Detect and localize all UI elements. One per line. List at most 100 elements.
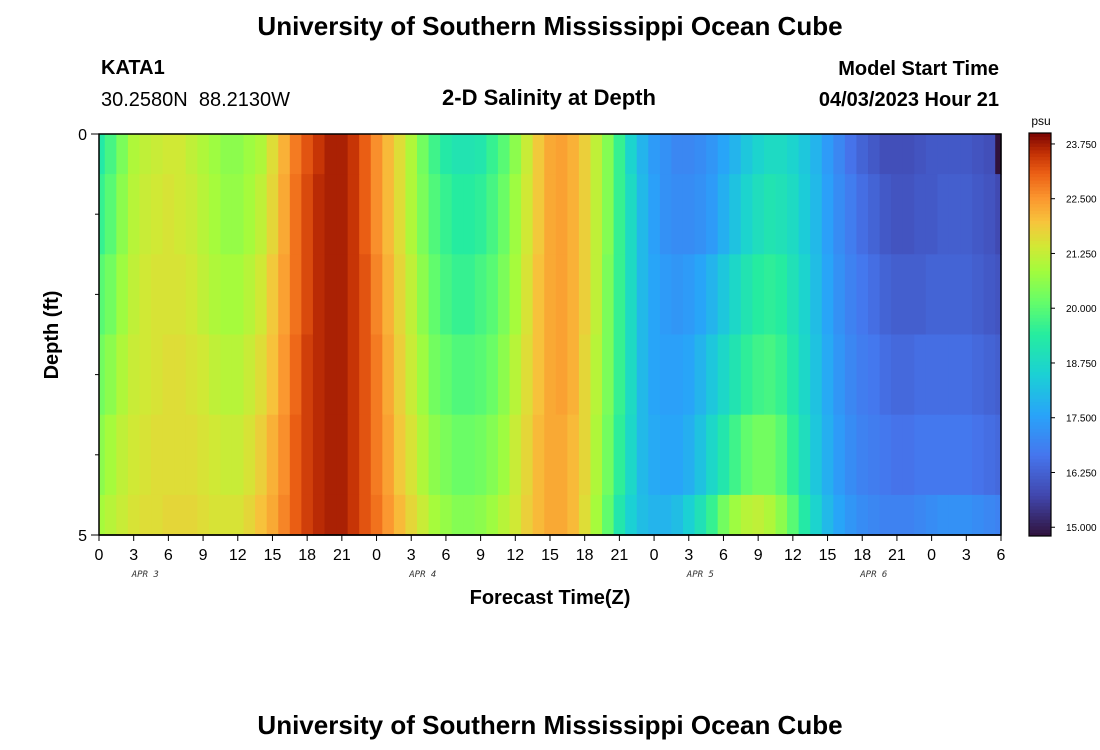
heatmap-cell	[972, 334, 985, 416]
heatmap-cell	[231, 494, 245, 536]
heatmap-cell	[301, 334, 314, 416]
heatmap-cell	[948, 334, 962, 416]
heatmap-cell	[613, 494, 626, 536]
colorbar-segment	[1029, 169, 1051, 174]
x-tick-label: 12	[229, 547, 247, 564]
heatmap-cell	[590, 174, 603, 255]
colorbar-segment	[1029, 415, 1051, 419]
heatmap-cell	[359, 414, 372, 496]
heatmap-cell	[694, 414, 707, 496]
heatmap-cell	[763, 334, 777, 416]
heatmap-cell	[255, 134, 268, 175]
heatmap-cell	[440, 334, 453, 416]
heatmap-cell	[671, 174, 684, 255]
heatmap-cell	[706, 414, 719, 496]
heatmap-cell	[405, 134, 418, 175]
colorbar-segment	[1029, 310, 1051, 315]
heatmap-cell	[463, 414, 476, 496]
heatmap-cell	[914, 134, 927, 175]
heatmap-cell	[463, 134, 476, 175]
heatmap-cell	[544, 494, 557, 536]
colorbar-segment	[1029, 428, 1051, 433]
heatmap-cell	[810, 254, 823, 336]
heatmap-cell	[312, 494, 326, 536]
heatmap-cell	[787, 134, 800, 175]
heatmap-cell	[231, 134, 245, 175]
heatmap-cell	[197, 174, 210, 255]
heatmap-cell	[555, 254, 568, 336]
heatmap-cell	[717, 494, 730, 536]
heatmap-cell	[636, 174, 649, 255]
colorbar-segment	[1029, 482, 1051, 487]
heatmap-cell	[902, 174, 915, 255]
colorbar-segment	[1029, 334, 1051, 339]
heatmap-cell	[925, 174, 938, 255]
heatmap-cell	[486, 414, 499, 496]
heatmap-cell	[856, 134, 869, 175]
heatmap-cell	[116, 174, 129, 255]
day-label: APR 5	[686, 570, 714, 580]
heatmap-cell	[208, 334, 222, 416]
heatmap-cell	[393, 254, 407, 336]
heatmap-cell	[127, 134, 141, 175]
colorbar-segment	[1029, 153, 1051, 158]
heatmap-cell	[636, 334, 649, 416]
heatmap-cell	[99, 494, 106, 536]
colorbar-frame	[1028, 132, 1052, 537]
colorbar-segment	[1029, 398, 1051, 403]
heatmap-cell	[474, 334, 487, 416]
heatmap-cell	[162, 494, 175, 536]
heatmap-cell	[521, 254, 534, 336]
heatmap-cell	[521, 494, 534, 536]
colorbar-segment	[1029, 468, 1051, 473]
heatmap-cell	[590, 494, 603, 536]
heatmap-cell	[231, 414, 245, 496]
colorbar-segment	[1029, 341, 1051, 346]
colorbar-segment	[1029, 472, 1051, 477]
heatmap-cell	[659, 494, 673, 536]
x-tick-label: 12	[784, 547, 802, 564]
colorbar-segment	[1029, 216, 1051, 221]
heatmap-cell	[347, 254, 360, 336]
colorbar-segment	[1029, 180, 1051, 184]
heatmap-cell	[243, 494, 256, 536]
heatmap-cell	[289, 174, 302, 255]
heatmap-cell	[324, 174, 337, 255]
heatmap-cell	[370, 414, 383, 496]
heatmap-cell	[729, 414, 742, 496]
heatmap-cell	[428, 414, 441, 496]
heatmap-cell	[625, 254, 638, 336]
heatmap-cell	[972, 134, 985, 175]
heatmap-cell	[544, 254, 557, 336]
x-tick-label: 3	[684, 547, 693, 564]
heatmap-cell	[301, 174, 314, 255]
colorbar-segment	[1029, 260, 1051, 265]
colorbar-segment	[1029, 388, 1051, 393]
heatmap-cell	[417, 494, 430, 536]
x-tick-label: 6	[441, 547, 450, 564]
heatmap-cell	[336, 334, 349, 416]
heatmap-cell	[648, 414, 661, 496]
heatmap-cell	[798, 174, 811, 255]
heatmap-cell	[393, 174, 407, 255]
heatmap-cell	[463, 334, 476, 416]
heatmap-cell	[243, 174, 256, 255]
heatmap-cell	[174, 414, 187, 496]
heatmap-cell	[417, 134, 430, 175]
heatmap-cell	[891, 414, 904, 496]
heatmap-cell	[914, 334, 927, 416]
heatmap-cell	[185, 254, 198, 336]
heatmap-cell	[220, 494, 233, 536]
heatmap-cell	[278, 174, 291, 255]
colorbar-segment	[1029, 421, 1051, 426]
colorbar-segment	[1029, 452, 1051, 456]
colorbar-segment	[1029, 159, 1051, 164]
x-tick-label: 3	[962, 547, 971, 564]
heatmap-cell	[787, 414, 800, 496]
heatmap-cell	[636, 494, 649, 536]
colorbar-segment	[1029, 324, 1051, 329]
x-axis: 0 3 6 9 12 15 18 21 0 3 6 9 12 15 18 21 0 3 6 9 12 15 18 21 0 3 6A…	[95, 534, 1006, 580]
colorbar-segment	[1029, 143, 1051, 147]
heatmap-cell	[116, 334, 129, 416]
